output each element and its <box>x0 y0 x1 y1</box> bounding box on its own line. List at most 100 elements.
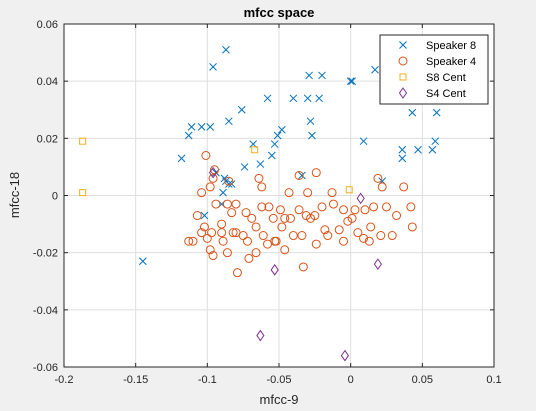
speaker-8-point <box>346 77 355 86</box>
speaker-8-point <box>278 125 286 134</box>
y-tick-label: 0.04 <box>37 76 58 88</box>
speaker-8-point <box>318 71 326 80</box>
speaker-4-point <box>359 233 369 243</box>
x-tick-label: 0 <box>348 374 354 386</box>
speaker-4-point <box>387 231 397 241</box>
speaker-4-point <box>280 245 290 255</box>
y-tick-label: -0.04 <box>33 305 58 317</box>
series-s4-cent <box>208 166 383 362</box>
speaker-8-point <box>306 117 315 126</box>
speaker-8-point <box>224 117 233 126</box>
series-s8-cent <box>79 137 353 197</box>
y-tick-label: 0.02 <box>37 133 58 145</box>
speaker-8-point <box>273 131 282 140</box>
speaker-4-point <box>288 231 298 241</box>
speaker-8-point <box>298 171 306 180</box>
speaker-4-point <box>251 248 261 258</box>
y-tick-label: 0 <box>52 191 58 203</box>
speaker-4-point <box>197 228 207 238</box>
data-points <box>79 45 441 362</box>
speaker-4-point <box>208 251 218 261</box>
speaker-4-point <box>228 228 238 238</box>
x-tick-label: -0.15 <box>123 374 148 386</box>
s4-cent-point <box>373 258 383 270</box>
s8-cent-point <box>79 189 87 197</box>
speaker-8-point <box>359 137 368 146</box>
speaker-4-point <box>270 236 280 246</box>
series-speaker-8 <box>138 45 441 266</box>
x-tick-label: 0.05 <box>412 374 433 386</box>
s8-cent-point <box>345 186 353 194</box>
speaker-8-point <box>315 94 323 103</box>
speaker-4-point <box>217 219 227 229</box>
speaker-4-point <box>334 225 344 235</box>
speaker-8-point <box>408 108 417 117</box>
s4-cent-point <box>340 349 350 362</box>
speaker-8-point <box>289 94 298 103</box>
speaker-4-point <box>217 228 227 238</box>
speaker-4-point <box>311 239 321 249</box>
speaker-8-point <box>177 154 186 163</box>
legend-item-s4-cent[interactable]: S4 Cent <box>398 87 466 100</box>
speaker-8-point <box>138 257 147 266</box>
speaker-4-point <box>211 199 221 209</box>
legend-label-s4-cent: S4 Cent <box>426 88 466 100</box>
legend-item-speaker-8[interactable]: Speaker 8 <box>399 40 477 52</box>
x-tick-label: -0.05 <box>266 374 291 386</box>
chart-title: mfcc space <box>244 5 315 20</box>
speaker-4-point <box>284 188 294 198</box>
speaker-4-point <box>320 225 330 235</box>
speaker-8-point <box>237 105 246 114</box>
speaker-4-point <box>244 253 254 263</box>
legend-item-s8-cent[interactable]: S8 Cent <box>399 72 466 84</box>
speaker-4-point <box>376 231 386 241</box>
y-axis-label: mfcc-18 <box>7 172 22 218</box>
legend-box <box>379 34 489 105</box>
speaker-4-point <box>303 188 313 198</box>
tick-labels: -0.2 -0.15 -0.1 -0.05 0 0.05 0.1 -0.06 -0.04 -0.0… <box>33 19 502 386</box>
speaker-4-point <box>327 188 337 198</box>
speaker-4-point <box>399 182 409 192</box>
speaker-4-point <box>231 199 241 209</box>
speaker-4-point <box>294 205 304 215</box>
speaker-8-point <box>263 94 272 103</box>
speaker-4-point <box>392 211 402 221</box>
legend[interactable]: Speaker 8 Speaker 4 S8 Cent S4 Cent <box>379 34 489 105</box>
speaker-4-point <box>360 205 370 215</box>
legend-label-speaker-4: Speaker 4 <box>426 56 476 68</box>
speaker-4-point <box>232 268 242 278</box>
speaker-4-point <box>247 213 257 223</box>
legend-marker-s8-cent <box>399 73 407 81</box>
speaker-4-point <box>298 262 308 272</box>
speaker-8-point <box>398 154 407 163</box>
speaker-8-point <box>371 65 379 74</box>
speaker-4-point <box>218 236 228 246</box>
speaker-8-point <box>209 63 217 71</box>
series-speaker-4 <box>184 150 417 278</box>
speaker-4-point <box>184 236 194 246</box>
speaker-4-point <box>202 233 212 243</box>
speaker-4-point <box>222 248 232 258</box>
y-tick-label: -0.06 <box>33 362 58 374</box>
speaker-4-point <box>339 236 348 246</box>
speaker-4-point <box>311 168 321 178</box>
speaker-4-point <box>277 222 287 232</box>
speaker-8-point <box>308 131 316 140</box>
legend-item-speaker-4[interactable]: Speaker 4 <box>398 56 476 68</box>
legend-marker-s4-cent <box>398 87 408 99</box>
speaker-4-point <box>258 231 268 241</box>
speaker-8-point <box>303 94 312 103</box>
speaker-4-point <box>242 236 252 246</box>
x-tick-label: -0.1 <box>198 374 217 386</box>
speaker-8-point <box>222 177 230 186</box>
speaker-4-point <box>227 208 237 218</box>
speaker-4-point <box>254 173 264 183</box>
speaker-8-point <box>219 188 227 197</box>
speaker-8-point <box>267 151 276 160</box>
speaker-4-point <box>224 176 234 186</box>
speaker-4-point <box>328 199 338 209</box>
speaker-4-point <box>373 173 383 183</box>
speaker-4-point <box>251 222 261 232</box>
speaker-8-point <box>414 145 422 154</box>
s8-cent-point <box>79 137 87 145</box>
